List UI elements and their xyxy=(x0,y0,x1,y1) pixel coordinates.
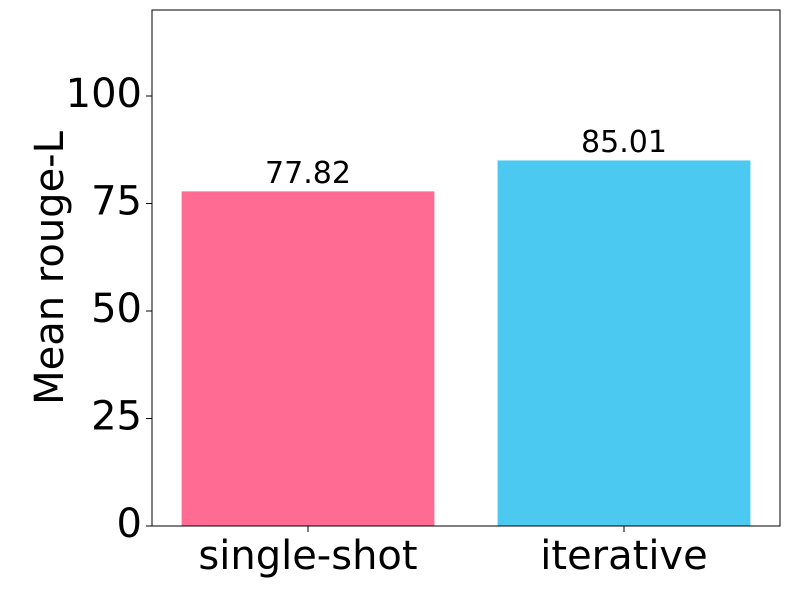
bar xyxy=(181,191,435,526)
y-tick-label: 0 xyxy=(117,501,142,547)
y-tick-label: 100 xyxy=(66,71,142,117)
value-label: 85.01 xyxy=(581,125,667,160)
x-tick-label: single-shot xyxy=(198,533,417,579)
y-tick-label: 75 xyxy=(91,179,142,225)
y-tick-label: 50 xyxy=(91,286,142,332)
y-tick-label: 25 xyxy=(91,394,142,440)
plot-frame xyxy=(151,9,781,527)
bar xyxy=(497,160,751,526)
value-label: 77.82 xyxy=(265,156,351,191)
y-axis-label: Mean rouge-L xyxy=(27,130,73,405)
x-tick-label: iterative xyxy=(540,533,707,579)
